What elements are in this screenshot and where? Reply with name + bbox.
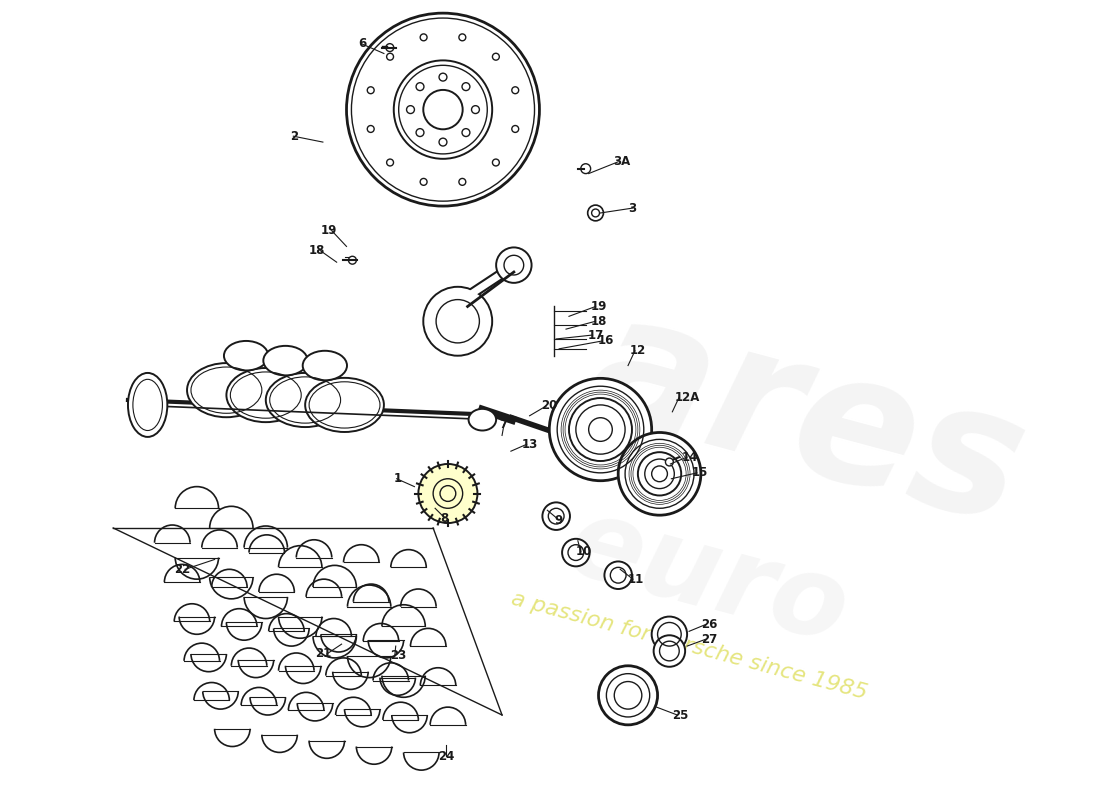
Circle shape xyxy=(472,106,480,114)
Text: a passion for porsche since 1985: a passion for porsche since 1985 xyxy=(509,589,869,703)
Circle shape xyxy=(581,164,591,174)
Ellipse shape xyxy=(187,363,266,418)
Text: 2: 2 xyxy=(290,130,298,142)
Ellipse shape xyxy=(224,341,268,370)
Circle shape xyxy=(439,138,447,146)
Text: 12A: 12A xyxy=(674,390,700,403)
Circle shape xyxy=(346,13,539,206)
Text: 14: 14 xyxy=(682,450,698,463)
Text: 16: 16 xyxy=(597,334,614,347)
Text: 11: 11 xyxy=(628,573,645,586)
Circle shape xyxy=(587,205,604,221)
Circle shape xyxy=(367,126,374,133)
Ellipse shape xyxy=(302,350,346,380)
Circle shape xyxy=(653,635,685,666)
Text: 17: 17 xyxy=(587,329,604,342)
Circle shape xyxy=(407,106,415,114)
Circle shape xyxy=(420,34,427,41)
Text: 22: 22 xyxy=(174,563,190,576)
Circle shape xyxy=(542,502,570,530)
Text: 23: 23 xyxy=(389,650,406,662)
Circle shape xyxy=(493,159,499,166)
Circle shape xyxy=(433,478,463,508)
Ellipse shape xyxy=(469,409,496,430)
Circle shape xyxy=(418,464,477,523)
Text: ares: ares xyxy=(572,278,1043,562)
Text: 15: 15 xyxy=(692,466,708,479)
Ellipse shape xyxy=(227,368,305,422)
Circle shape xyxy=(496,247,531,283)
Text: 7: 7 xyxy=(499,418,507,431)
Text: 3: 3 xyxy=(628,202,636,214)
Text: 12: 12 xyxy=(630,344,647,358)
Text: 3A: 3A xyxy=(614,155,630,168)
Circle shape xyxy=(386,44,394,51)
Circle shape xyxy=(666,458,673,466)
Circle shape xyxy=(638,452,681,495)
Text: 6: 6 xyxy=(358,37,366,50)
Ellipse shape xyxy=(266,373,344,427)
Circle shape xyxy=(569,398,632,461)
Ellipse shape xyxy=(263,346,308,375)
Circle shape xyxy=(349,256,356,264)
Text: 1: 1 xyxy=(394,472,402,486)
Text: 26: 26 xyxy=(701,618,717,631)
Circle shape xyxy=(386,159,394,166)
Text: 25: 25 xyxy=(672,709,689,722)
Circle shape xyxy=(416,129,424,137)
Circle shape xyxy=(512,86,519,94)
Circle shape xyxy=(462,82,470,90)
Text: 13: 13 xyxy=(521,438,538,450)
Text: 18: 18 xyxy=(591,314,607,328)
Text: 10: 10 xyxy=(576,545,592,558)
Circle shape xyxy=(367,86,374,94)
Circle shape xyxy=(424,286,492,356)
Circle shape xyxy=(394,60,492,159)
Circle shape xyxy=(493,54,499,60)
Circle shape xyxy=(604,562,632,589)
Text: 8: 8 xyxy=(440,512,449,525)
Circle shape xyxy=(618,433,701,515)
Circle shape xyxy=(439,73,447,81)
Circle shape xyxy=(512,126,519,133)
Circle shape xyxy=(459,34,465,41)
Circle shape xyxy=(462,129,470,137)
Text: 9: 9 xyxy=(554,514,562,526)
Text: 27: 27 xyxy=(701,633,717,646)
Text: 19: 19 xyxy=(591,300,607,313)
Text: 18: 18 xyxy=(308,244,324,257)
Circle shape xyxy=(651,617,688,652)
Circle shape xyxy=(549,378,651,481)
Circle shape xyxy=(424,90,463,130)
Circle shape xyxy=(562,538,590,566)
Circle shape xyxy=(598,666,658,725)
Text: euro: euro xyxy=(557,489,860,666)
Text: 24: 24 xyxy=(438,750,454,763)
Text: 20: 20 xyxy=(541,399,558,413)
Ellipse shape xyxy=(128,373,167,437)
Ellipse shape xyxy=(305,378,384,432)
Circle shape xyxy=(420,178,427,186)
Circle shape xyxy=(416,82,424,90)
Text: 19: 19 xyxy=(320,224,337,237)
Text: 21: 21 xyxy=(316,647,332,661)
Circle shape xyxy=(386,54,394,60)
Circle shape xyxy=(459,178,465,186)
